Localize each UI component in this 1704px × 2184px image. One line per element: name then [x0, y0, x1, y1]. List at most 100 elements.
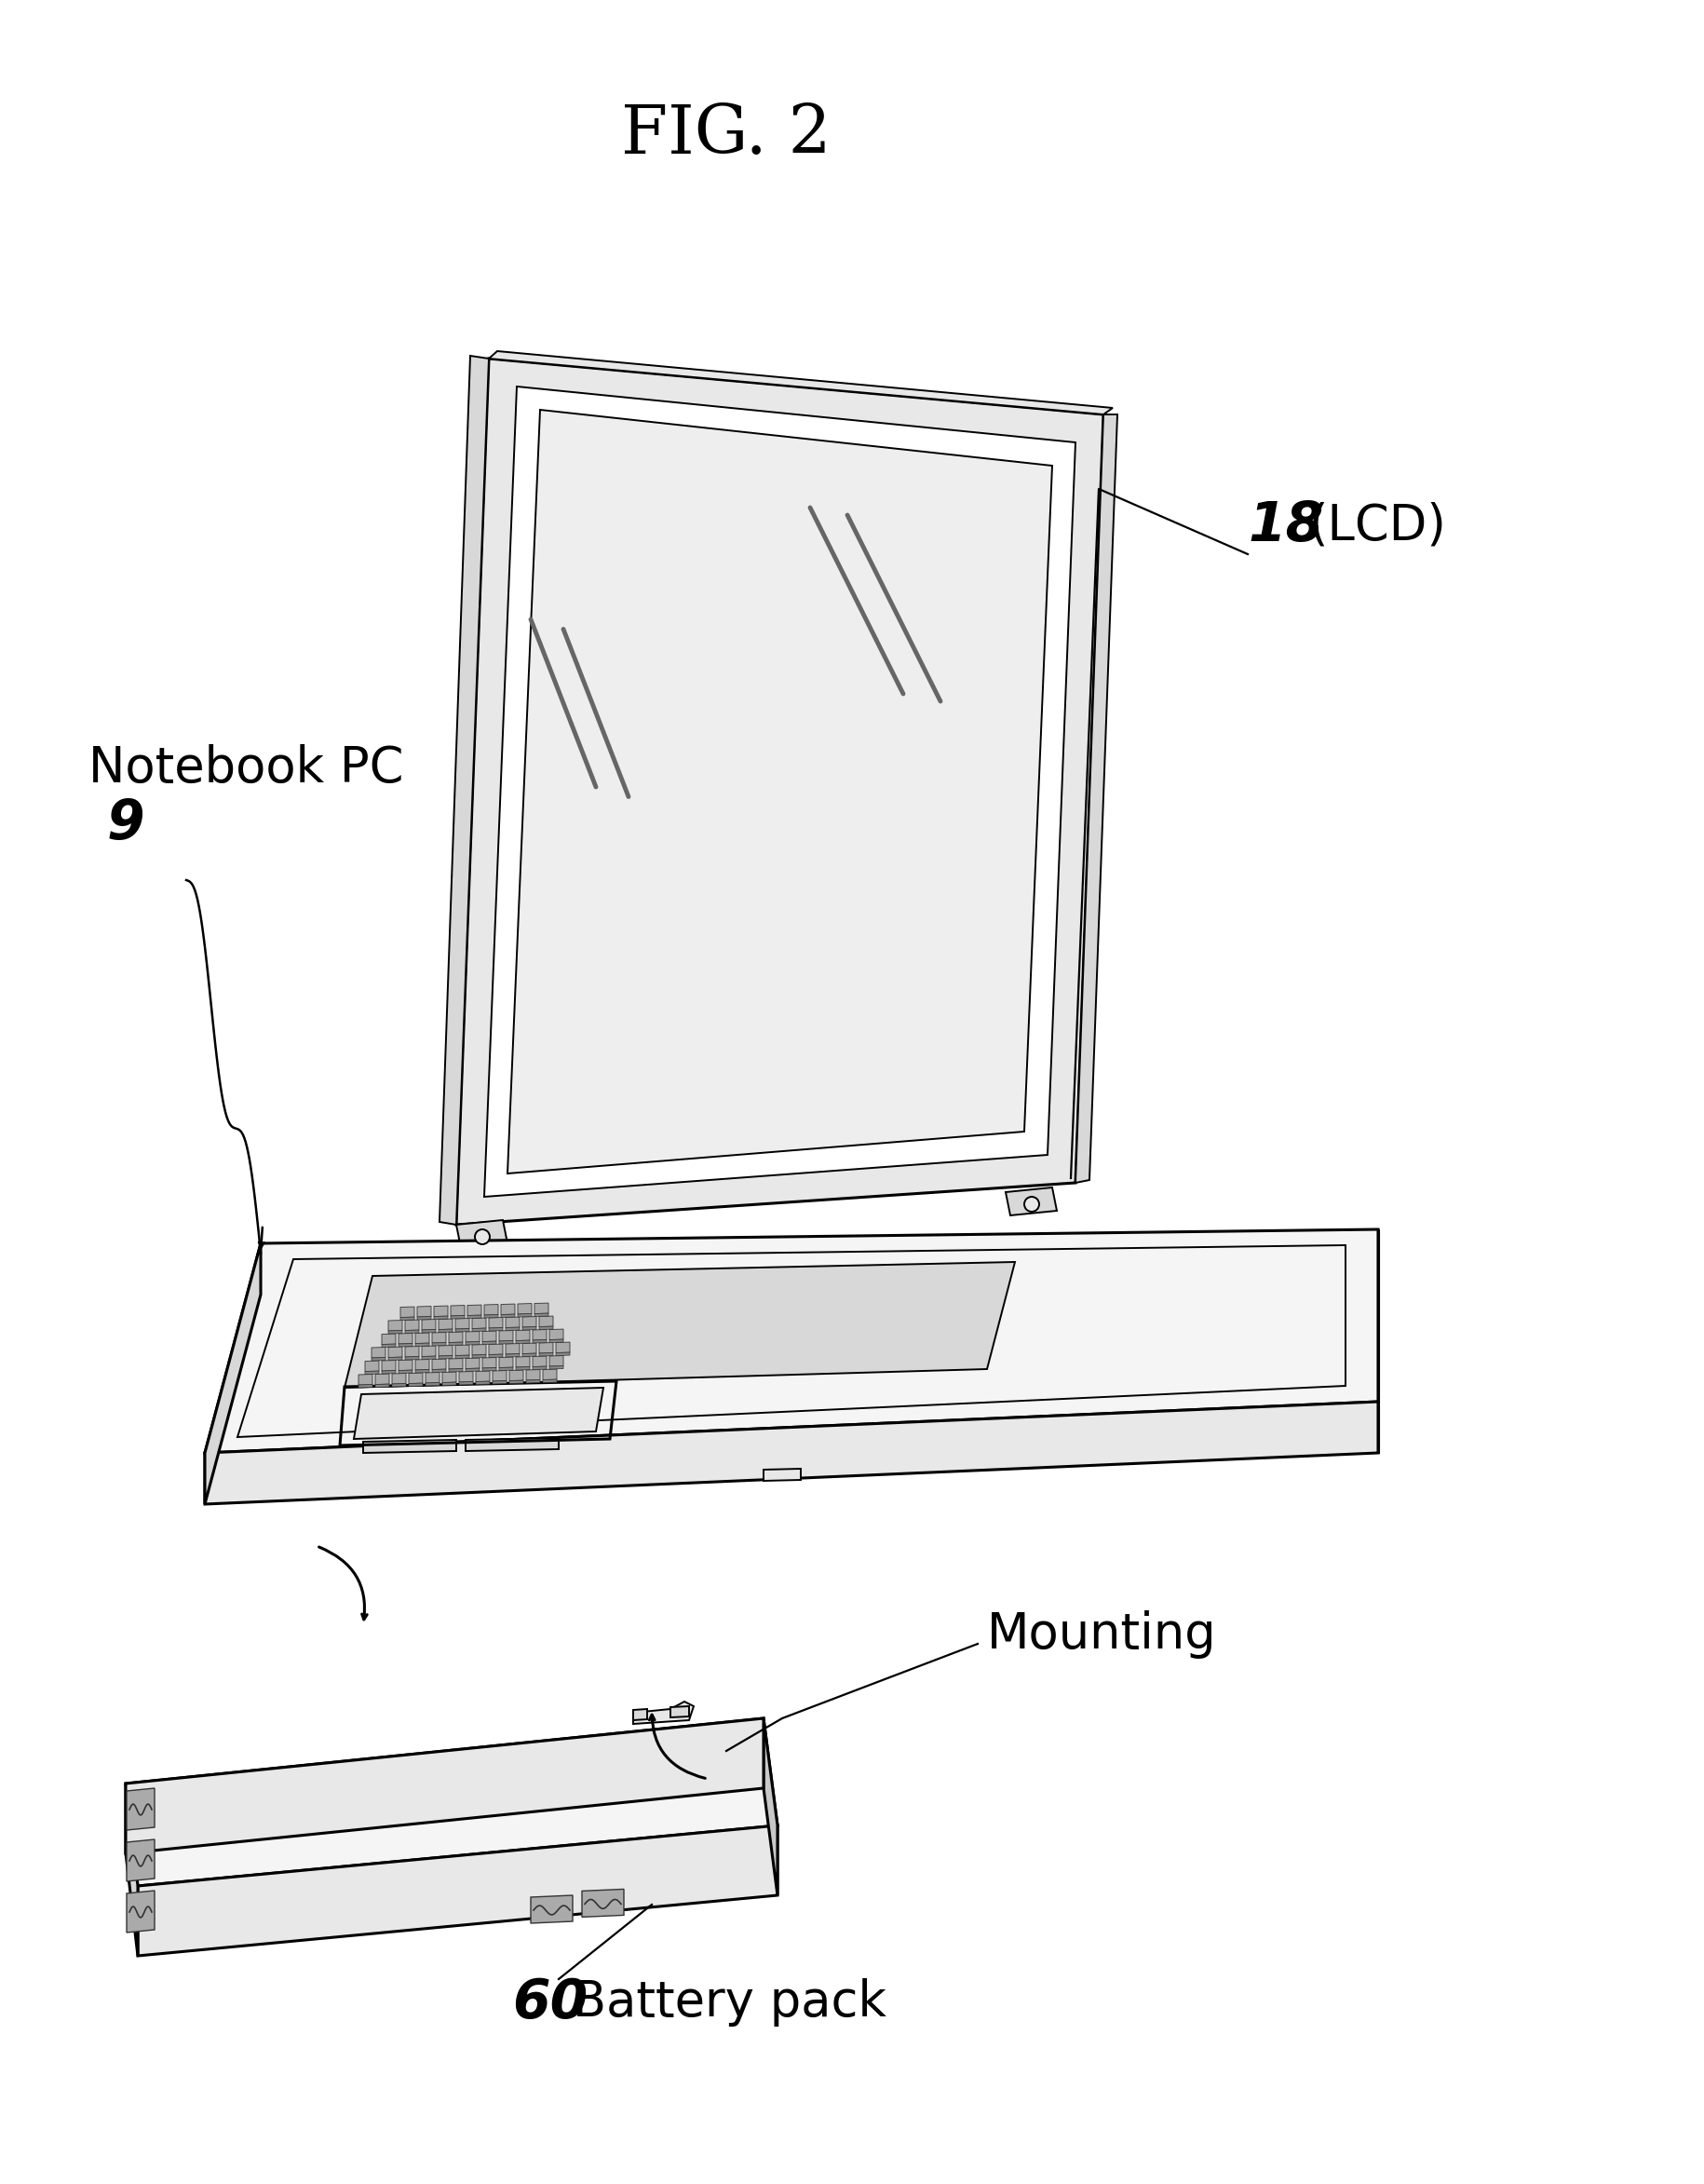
Polygon shape — [448, 1332, 463, 1343]
Polygon shape — [533, 1356, 547, 1367]
Polygon shape — [375, 1385, 389, 1387]
Polygon shape — [416, 1358, 429, 1369]
Polygon shape — [416, 1369, 429, 1374]
Polygon shape — [465, 1367, 479, 1372]
Polygon shape — [344, 1262, 1016, 1387]
Polygon shape — [518, 1304, 532, 1315]
Polygon shape — [518, 1315, 532, 1317]
Polygon shape — [516, 1341, 530, 1343]
Polygon shape — [509, 1380, 523, 1382]
Polygon shape — [527, 1380, 540, 1382]
Polygon shape — [365, 1361, 378, 1372]
Polygon shape — [455, 1345, 469, 1356]
Polygon shape — [549, 1365, 564, 1369]
Polygon shape — [423, 1356, 436, 1358]
Polygon shape — [375, 1374, 389, 1385]
Polygon shape — [475, 1372, 489, 1382]
Polygon shape — [400, 1317, 414, 1319]
Polygon shape — [399, 1369, 412, 1374]
Polygon shape — [426, 1382, 440, 1387]
Polygon shape — [435, 1306, 448, 1317]
Polygon shape — [556, 1352, 569, 1356]
Polygon shape — [523, 1326, 537, 1330]
Polygon shape — [499, 1367, 513, 1372]
Polygon shape — [465, 1437, 559, 1450]
Polygon shape — [371, 1358, 385, 1361]
Polygon shape — [538, 1352, 554, 1356]
Text: Mounting: Mounting — [987, 1610, 1217, 1658]
Polygon shape — [358, 1374, 373, 1385]
Polygon shape — [763, 1719, 777, 1896]
Polygon shape — [472, 1317, 486, 1328]
Polygon shape — [204, 1243, 261, 1505]
Polygon shape — [438, 1319, 453, 1330]
Polygon shape — [382, 1334, 395, 1345]
Polygon shape — [535, 1304, 549, 1313]
Polygon shape — [382, 1372, 395, 1374]
Polygon shape — [433, 1332, 446, 1343]
Polygon shape — [406, 1330, 419, 1332]
Polygon shape — [458, 1372, 474, 1382]
Polygon shape — [583, 1889, 624, 1918]
Polygon shape — [634, 1710, 648, 1721]
Polygon shape — [1075, 415, 1118, 1184]
Polygon shape — [535, 1313, 549, 1317]
Polygon shape — [489, 1317, 503, 1328]
Polygon shape — [409, 1374, 423, 1382]
Polygon shape — [392, 1385, 406, 1387]
Polygon shape — [506, 1328, 520, 1330]
Polygon shape — [530, 1896, 573, 1924]
Polygon shape — [448, 1343, 463, 1345]
Polygon shape — [457, 1221, 508, 1247]
Polygon shape — [455, 1356, 469, 1358]
Polygon shape — [501, 1304, 515, 1315]
Text: Battery pack: Battery pack — [573, 1979, 886, 2027]
Polygon shape — [371, 1348, 385, 1358]
Polygon shape — [438, 1356, 453, 1358]
Polygon shape — [126, 1719, 763, 1854]
Polygon shape — [389, 1348, 402, 1358]
Polygon shape — [443, 1382, 457, 1385]
Polygon shape — [399, 1343, 412, 1348]
Polygon shape — [126, 1891, 155, 1933]
Polygon shape — [389, 1356, 402, 1361]
Polygon shape — [1005, 1188, 1056, 1216]
Polygon shape — [204, 1402, 1379, 1505]
Polygon shape — [467, 1304, 482, 1315]
Polygon shape — [438, 1330, 453, 1332]
Polygon shape — [389, 1321, 402, 1330]
Polygon shape — [409, 1382, 423, 1387]
Polygon shape — [506, 1354, 520, 1356]
Polygon shape — [433, 1358, 446, 1369]
Polygon shape — [426, 1372, 440, 1382]
Polygon shape — [448, 1369, 463, 1372]
Polygon shape — [475, 1380, 489, 1385]
Polygon shape — [516, 1330, 530, 1341]
Polygon shape — [365, 1372, 378, 1374]
Polygon shape — [523, 1354, 537, 1356]
Polygon shape — [492, 1372, 506, 1380]
Polygon shape — [549, 1330, 564, 1339]
Polygon shape — [499, 1330, 513, 1341]
Polygon shape — [506, 1343, 520, 1354]
Polygon shape — [549, 1356, 564, 1367]
Polygon shape — [126, 1719, 777, 1887]
Polygon shape — [484, 387, 1075, 1197]
Polygon shape — [482, 1330, 496, 1341]
Polygon shape — [544, 1369, 557, 1380]
Polygon shape — [382, 1361, 395, 1372]
Polygon shape — [204, 1230, 1379, 1452]
Circle shape — [1024, 1197, 1039, 1212]
Polygon shape — [400, 1306, 414, 1317]
Polygon shape — [423, 1345, 436, 1356]
Polygon shape — [448, 1358, 463, 1369]
Polygon shape — [489, 1343, 503, 1354]
Text: Notebook PC: Notebook PC — [89, 745, 404, 793]
Polygon shape — [538, 1326, 554, 1330]
Polygon shape — [126, 1839, 155, 1880]
Polygon shape — [382, 1343, 395, 1348]
Polygon shape — [544, 1380, 557, 1382]
Polygon shape — [523, 1343, 537, 1354]
Polygon shape — [126, 1789, 155, 1830]
Polygon shape — [458, 1382, 474, 1385]
